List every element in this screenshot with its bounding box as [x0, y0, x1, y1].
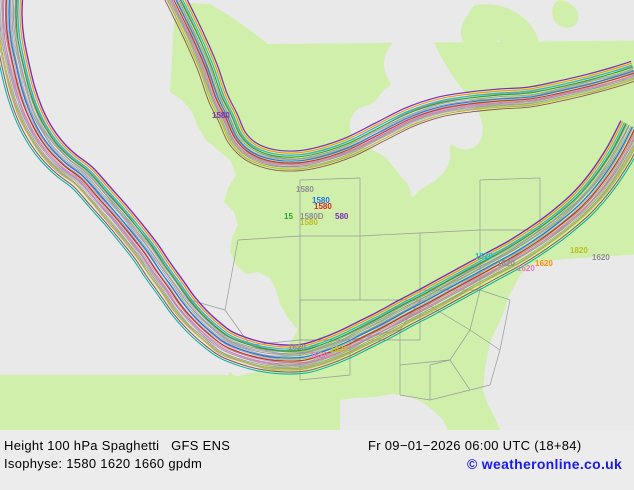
svg-text:580: 580 [335, 212, 349, 221]
svg-text:1620: 1620 [475, 252, 493, 261]
svg-text:1580: 1580 [300, 218, 318, 227]
svg-text:15: 15 [284, 212, 293, 221]
svg-text:1620: 1620 [330, 345, 348, 354]
svg-text:1620: 1620 [592, 253, 610, 262]
svg-text:1620: 1620 [517, 264, 535, 273]
svg-text:1580: 1580 [212, 111, 230, 120]
svg-text:1620: 1620 [288, 343, 306, 352]
svg-text:1580: 1580 [314, 202, 332, 211]
svg-text:1820: 1820 [570, 246, 588, 255]
svg-text:1580: 1580 [296, 185, 314, 194]
svg-text:1620: 1620 [310, 351, 328, 360]
svg-text:1620: 1620 [535, 259, 553, 268]
svg-text:1620: 1620 [497, 259, 515, 268]
